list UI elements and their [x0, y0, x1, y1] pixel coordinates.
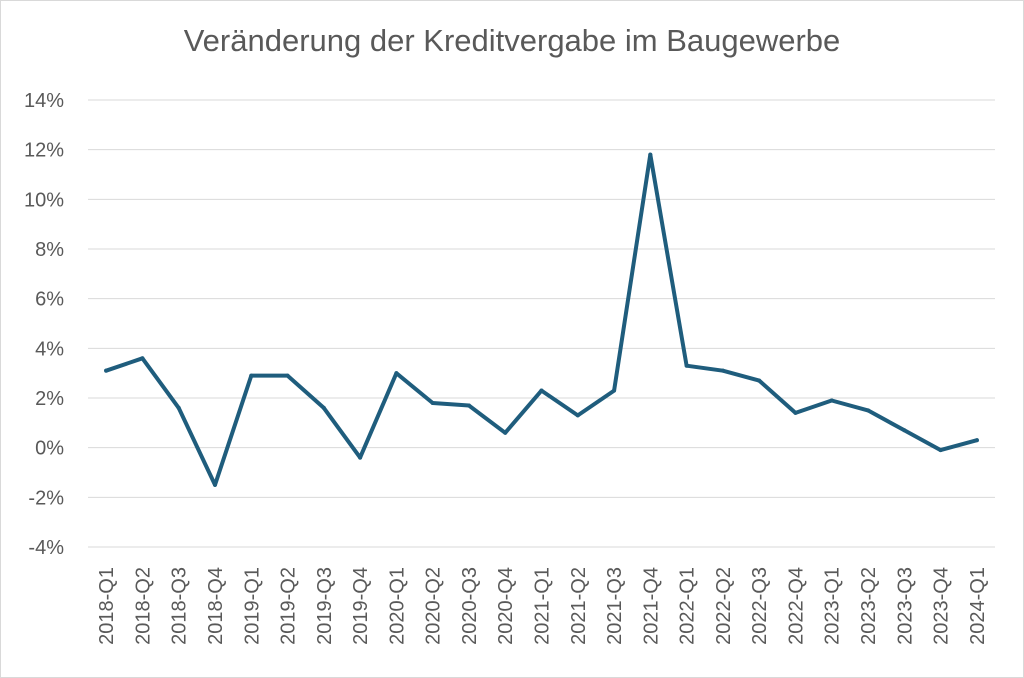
data-point — [176, 405, 181, 410]
series-line — [104, 152, 979, 487]
x-tick-label: 2018-Q4 — [205, 567, 227, 645]
y-tick-label: 14% — [24, 90, 64, 112]
y-tick-label: 10% — [24, 189, 64, 211]
x-tick-label: 2020-Q3 — [459, 567, 481, 645]
x-tick-label: 2019-Q4 — [350, 567, 372, 645]
x-tick-label: 2022-Q1 — [677, 567, 699, 645]
data-point — [902, 428, 907, 433]
data-point — [575, 413, 580, 418]
data-point — [757, 378, 762, 383]
x-tick-label: 2021-Q4 — [640, 567, 662, 645]
x-tick-label: 2019-Q2 — [278, 567, 300, 645]
x-tick-label: 2022-Q3 — [749, 567, 771, 645]
x-tick-label: 2020-Q4 — [495, 567, 517, 645]
x-tick-label: 2020-Q2 — [423, 567, 445, 645]
data-point — [503, 430, 508, 435]
data-point — [793, 410, 798, 415]
data-point — [720, 368, 725, 373]
x-tick-label: 2024-Q1 — [967, 567, 989, 645]
data-point — [684, 363, 689, 368]
x-tick-label: 2023-Q2 — [858, 567, 880, 645]
data-point — [394, 371, 399, 376]
x-tick-label: 2020-Q1 — [386, 567, 408, 645]
x-tick-label: 2023-Q1 — [822, 567, 844, 645]
x-tick-label: 2021-Q3 — [604, 567, 626, 645]
data-point — [648, 152, 653, 157]
data-point — [140, 356, 145, 361]
x-tick-label: 2018-Q2 — [132, 567, 154, 645]
data-point — [249, 373, 254, 378]
data-point — [466, 403, 471, 408]
data-point — [321, 405, 326, 410]
x-tick-label: 2023-Q3 — [894, 567, 916, 645]
data-point — [539, 388, 544, 393]
data-point — [430, 400, 435, 405]
x-tick-label: 2022-Q2 — [713, 567, 735, 645]
data-point — [866, 408, 871, 413]
y-tick-label: 2% — [35, 388, 64, 410]
data-point — [974, 438, 979, 443]
x-tick-label: 2019-Q3 — [314, 567, 336, 645]
y-axis-ticks: -4% -2% 0% 2% 4% 6% 8% 10% 12% 14% — [24, 90, 64, 559]
data-point — [358, 455, 363, 460]
gridlines — [88, 99, 995, 548]
y-tick-label: -4% — [28, 537, 64, 559]
y-tick-label: 8% — [35, 239, 64, 261]
x-tick-label: 2019-Q1 — [241, 567, 263, 645]
data-point — [104, 368, 109, 373]
chart-title: Veränderung der Kreditvergabe im Baugewe… — [183, 23, 841, 58]
x-tick-label: 2022-Q4 — [785, 567, 807, 645]
y-tick-label: 0% — [35, 438, 64, 460]
y-tick-label: 6% — [35, 289, 64, 311]
data-point — [829, 398, 834, 403]
x-tick-label: 2021-Q2 — [568, 567, 590, 645]
series-layer — [104, 152, 979, 487]
data-point — [612, 388, 617, 393]
y-tick-label: -2% — [28, 487, 64, 509]
y-tick-label: 4% — [35, 338, 64, 360]
data-point — [285, 373, 290, 378]
data-point — [212, 482, 217, 487]
data-point — [938, 448, 943, 453]
x-tick-label: 2018-Q3 — [169, 567, 191, 645]
x-tick-label: 2023-Q4 — [931, 567, 953, 645]
y-tick-label: 12% — [24, 140, 64, 162]
x-tick-label: 2021-Q1 — [532, 567, 554, 645]
x-axis-ticks: 2018-Q1 2018-Q2 2018-Q3 2018-Q4 2019-Q1 2019-… — [96, 567, 989, 645]
x-tick-label: 2018-Q1 — [96, 567, 118, 645]
